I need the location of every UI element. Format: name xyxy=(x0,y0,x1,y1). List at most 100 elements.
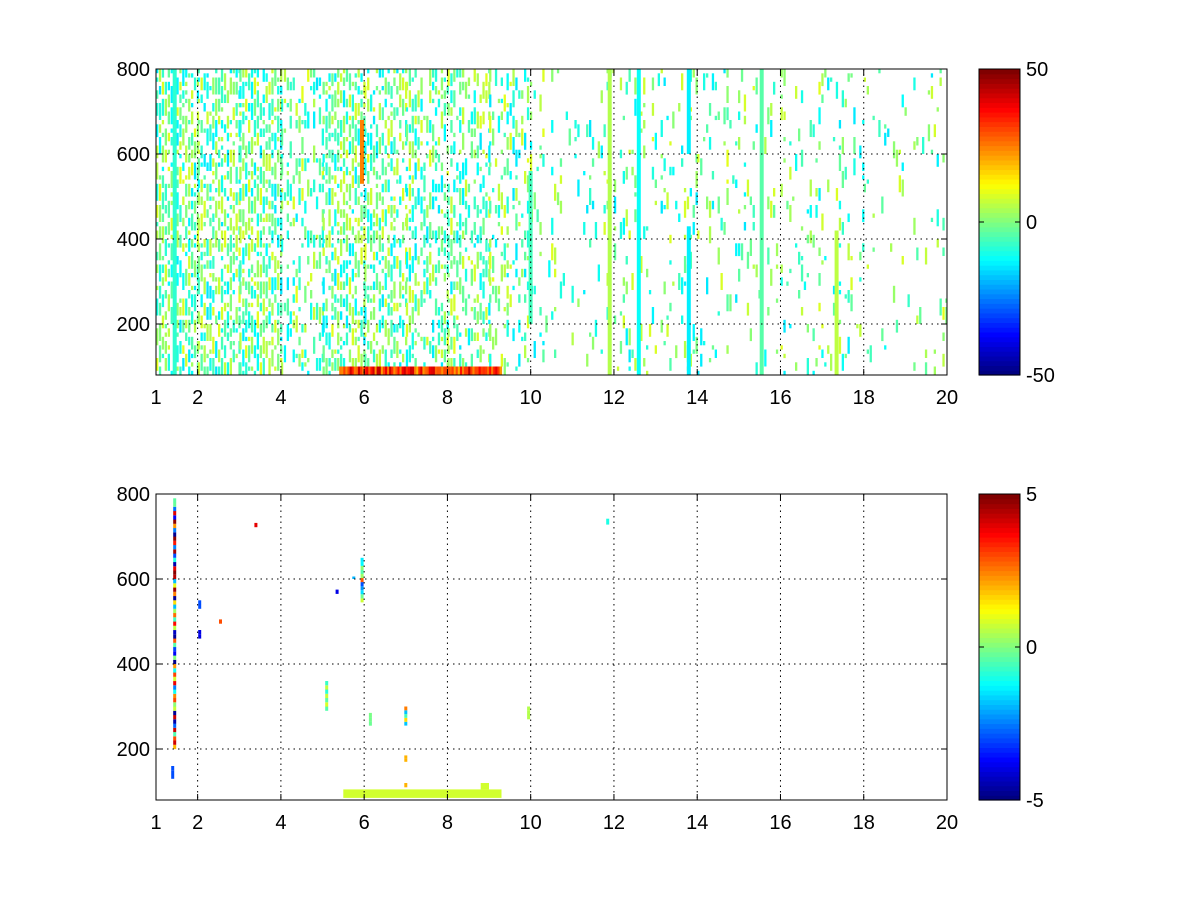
heatmap-cell xyxy=(384,349,387,367)
heatmap-cell xyxy=(262,298,265,316)
heatmap-cell xyxy=(390,205,393,218)
heatmap-cell xyxy=(453,90,456,108)
heatmap-cell xyxy=(738,90,741,104)
heatmap-cell xyxy=(345,98,349,108)
heatmap-cell xyxy=(182,345,185,354)
heatmap-cell xyxy=(313,251,316,269)
heatmap-cell xyxy=(203,175,206,180)
heatmap-cell xyxy=(286,162,289,167)
heatmap-cell xyxy=(559,281,563,299)
colorbar-segment xyxy=(979,365,1020,371)
heatmap-cell xyxy=(315,196,319,210)
heatmap-cell xyxy=(515,188,518,201)
heatmap-cell xyxy=(586,205,589,214)
heatmap-cell xyxy=(446,145,449,154)
heatmap-cell xyxy=(405,349,409,367)
heatmap-cell xyxy=(408,175,411,180)
heatmap-cell xyxy=(200,353,203,371)
heatmap-cell xyxy=(533,192,536,210)
heatmap-cell xyxy=(348,349,352,363)
heatmap-cell xyxy=(357,230,360,244)
heatmap-cell xyxy=(913,141,916,150)
heatmap-cell xyxy=(800,307,804,316)
heatmap-cell xyxy=(322,115,325,125)
heatmap-cell xyxy=(450,239,453,256)
heatmap-band-cell xyxy=(345,366,348,375)
heatmap-cell xyxy=(173,676,177,682)
heatmap-cell xyxy=(429,222,432,239)
heatmap-cell xyxy=(223,230,227,248)
heatmap-cell xyxy=(176,273,179,286)
heatmap-cell xyxy=(404,755,408,759)
heatmap-cell xyxy=(755,264,758,278)
heatmap-cell xyxy=(930,149,934,154)
heatmap-cell xyxy=(182,243,185,252)
heatmap-cell xyxy=(434,345,438,363)
heatmap-band-cell xyxy=(480,366,484,375)
heatmap-cell xyxy=(446,319,449,333)
heatmap-cell xyxy=(173,744,177,750)
heatmap-cell xyxy=(191,149,194,159)
heatmap-cell xyxy=(764,137,767,154)
heatmap-band-cell xyxy=(457,366,461,375)
heatmap-cell xyxy=(479,251,482,261)
heatmap-cell xyxy=(185,175,188,180)
heatmap-cell xyxy=(420,247,423,256)
heatmap-cell xyxy=(185,332,188,341)
heatmap-cell xyxy=(156,103,159,116)
heatmap-cell xyxy=(348,171,352,176)
heatmap-cell xyxy=(232,149,235,167)
heatmap-cell xyxy=(191,362,194,367)
heatmap-cell xyxy=(773,205,776,218)
heatmap-cell xyxy=(533,90,536,99)
heatmap-cell xyxy=(337,273,340,290)
heatmap-cell xyxy=(838,217,842,231)
heatmap-cell xyxy=(185,298,188,316)
heatmap-cell xyxy=(414,341,417,346)
heatmap-cell xyxy=(191,213,194,231)
heatmap-cell xyxy=(726,69,729,78)
heatmap-cell xyxy=(223,345,227,359)
colorbar-segment xyxy=(979,690,1020,696)
heatmap-cell xyxy=(423,336,426,350)
heatmap-cell xyxy=(488,243,491,252)
heatmap-cell xyxy=(173,600,177,605)
heatmap-cell xyxy=(248,73,251,91)
heatmap-cell xyxy=(692,222,695,235)
heatmap-cell xyxy=(521,268,524,278)
heatmap-cell xyxy=(485,260,488,278)
colorbar-segment xyxy=(979,331,1020,338)
heatmap-cell xyxy=(242,277,245,286)
heatmap-cell xyxy=(423,162,426,171)
heatmap-cell xyxy=(440,77,444,91)
heatmap-cell xyxy=(304,226,307,240)
heatmap-cell xyxy=(265,196,268,205)
heatmap-cell xyxy=(262,196,265,214)
heatmap-cell xyxy=(345,111,349,125)
heatmap-cell xyxy=(218,277,221,295)
x-tick-label: 1 xyxy=(150,812,161,834)
heatmap-cell xyxy=(176,132,179,146)
heatmap-cell xyxy=(462,358,465,367)
heatmap-cell xyxy=(841,222,844,235)
heatmap-cell xyxy=(277,234,280,248)
heatmap-cell xyxy=(280,251,283,257)
heatmap-cell xyxy=(331,132,334,138)
heatmap-cell xyxy=(695,171,698,188)
heatmap-cell xyxy=(370,285,373,291)
heatmap-cell xyxy=(775,264,779,269)
heatmap-cell xyxy=(399,281,402,299)
heatmap-cell xyxy=(459,353,462,371)
heatmap-cell xyxy=(509,264,512,269)
heatmap-cell xyxy=(440,302,444,312)
heatmap-cell xyxy=(735,243,738,257)
heatmap-cell xyxy=(390,349,393,358)
heatmap-cell xyxy=(459,107,462,116)
heatmap-cell xyxy=(506,273,509,278)
heatmap-cell xyxy=(862,209,865,223)
heatmap-cell xyxy=(515,213,518,231)
heatmap-cell xyxy=(313,145,316,163)
heatmap-cell xyxy=(345,213,349,231)
heatmap-cell xyxy=(375,124,379,138)
